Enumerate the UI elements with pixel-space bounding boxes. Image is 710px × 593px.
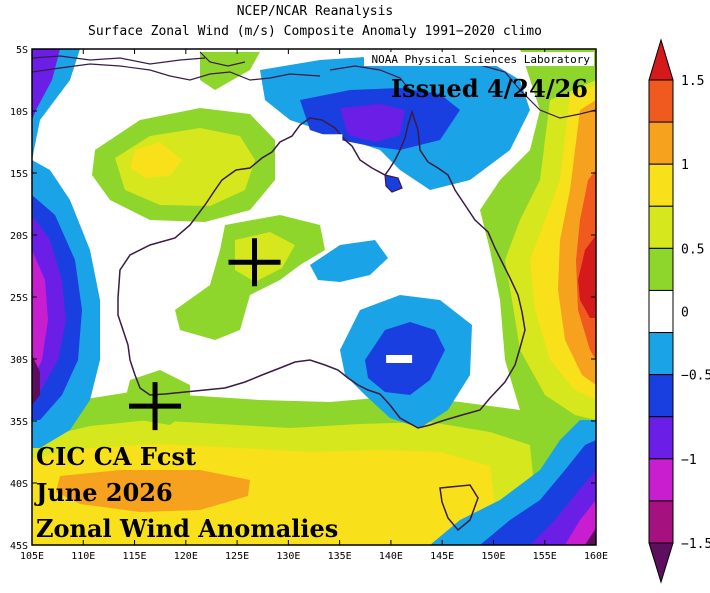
- lon-label: 115E: [122, 551, 146, 562]
- colorbar-segment: [648, 332, 674, 376]
- indonesia-coastline: [32, 63, 321, 81]
- lat-label: 40S: [10, 479, 28, 490]
- lon-label: 145E: [430, 551, 454, 562]
- colorbar-segment: [648, 79, 674, 123]
- lon-label: 105E: [20, 551, 44, 562]
- contour-southeast-magenta: [565, 500, 596, 545]
- colorbar-label: −1.5: [681, 537, 710, 552]
- groote-eylandt: [384, 174, 403, 193]
- colorbar-label: 0.5: [681, 242, 704, 257]
- colorbar-segment: [648, 205, 674, 249]
- contour-central-yellow-green: [235, 232, 295, 282]
- latitude-axis: 5S 10S 15S 20S 25S 30S 35S 40S 45S: [10, 45, 596, 552]
- colorbar-bottom-triangle: [648, 542, 674, 584]
- credit-text: NOAA Physical Sciences Laboratory: [371, 53, 590, 66]
- lon-label: 110E: [71, 551, 95, 562]
- contour-south-orange: [56, 470, 250, 512]
- contour-west-magenta: [32, 250, 48, 380]
- timor-coastline: [329, 65, 411, 91]
- lat-label: 35S: [10, 417, 28, 428]
- lon-label: 155E: [533, 551, 557, 562]
- lesser-sunda-coastline: [199, 51, 246, 67]
- colorbar-label: −0.5: [681, 369, 710, 384]
- colorbar-segment: [648, 163, 674, 207]
- anomaly-markers: [129, 134, 413, 431]
- tasmania-coastline: [439, 484, 479, 532]
- plus-marker: [129, 382, 182, 431]
- colorbar-top-triangle: [648, 38, 674, 81]
- lon-label: 130E: [276, 551, 300, 562]
- colorbar-segment: [648, 121, 674, 165]
- lat-label: 10S: [10, 107, 28, 118]
- colorbar-label: −1: [681, 453, 697, 468]
- credit-box: [364, 52, 594, 66]
- lat-label: 30S: [10, 355, 28, 366]
- plus-marker: [228, 238, 281, 287]
- lat-label: 15S: [10, 169, 28, 180]
- minus-marker: [316, 134, 343, 143]
- colorbar-label: 1.5: [681, 74, 704, 89]
- longitude-axis: 105E 110E 115E 120E 125E 130E 135E 140E 145E 150E…: [20, 49, 608, 562]
- minus-marker: [386, 355, 413, 363]
- contour-south-yellow: [32, 444, 500, 545]
- lon-label: 150E: [481, 551, 505, 562]
- anomaly-field: [32, 49, 596, 545]
- contour-north-purple: [340, 104, 405, 142]
- contour-west-purple-top: [32, 49, 60, 120]
- contour-southeast-darkpurple: [585, 528, 596, 545]
- colorbar-segment: [648, 247, 674, 291]
- lon-label: 160E: [584, 551, 608, 562]
- australia-coastline: [117, 109, 526, 429]
- issued-date: Issued 4/24/26: [391, 74, 588, 103]
- chart-title: NCEP/NCAR Reanalysis: [236, 4, 394, 19]
- overlay-line-1: CIC CA Fcst: [36, 442, 196, 471]
- colorbar-label: 0: [681, 306, 689, 321]
- overlay-line-2: June 2026: [34, 478, 173, 507]
- colorbar: 1.5 1 0.5 0 −0.5 −1 −1.5: [648, 38, 710, 584]
- colorbar-segment: [648, 500, 674, 544]
- lat-label: 5S: [16, 45, 28, 56]
- colorbar-segment: [648, 289, 674, 334]
- colorbar-segment: [648, 458, 674, 502]
- lon-label: 135E: [328, 551, 352, 562]
- contour-north-west-yellow: [130, 142, 182, 178]
- lon-label: 125E: [225, 551, 249, 562]
- colorbar-segment: [648, 374, 674, 418]
- lon-label: 120E: [174, 551, 198, 562]
- colorbar-segment: [648, 416, 674, 460]
- contour-west-darkpurple: [32, 355, 40, 405]
- chart-subtitle: Surface Zonal Wind (m/s) Composite Anoma…: [88, 24, 542, 39]
- contour-central-blue-small: [310, 240, 388, 282]
- contour-north-green-small: [200, 52, 260, 90]
- lon-label: 140E: [379, 551, 403, 562]
- lat-label: 45S: [10, 541, 28, 552]
- lat-label: 20S: [10, 231, 28, 242]
- colorbar-label: 1: [681, 158, 689, 173]
- lat-label: 25S: [10, 293, 28, 304]
- overlay-line-3: Zonal Wind Anomalies: [36, 514, 338, 543]
- java-coastline: [32, 55, 206, 65]
